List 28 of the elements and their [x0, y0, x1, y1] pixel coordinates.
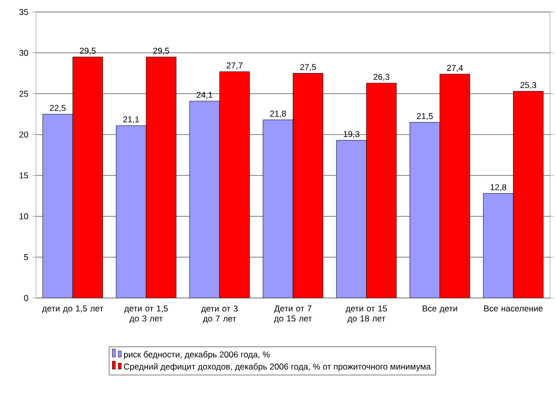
- y-tick-label: 0: [24, 295, 28, 302]
- data-label: 27,7: [226, 62, 242, 70]
- data-label: 22,5: [50, 104, 66, 112]
- data-label: 19,3: [344, 131, 360, 138]
- y-tick-label: 25: [19, 90, 28, 97]
- y-tick-label: 15: [20, 172, 28, 178]
- data-label: 12,8: [490, 184, 506, 192]
- data-label: 25,3: [520, 82, 536, 90]
- legend-label: Средний дефицит доходов, декабрь 2006 года, % от прожиточного минимума: [124, 363, 431, 372]
- y-tick-label: 20: [19, 132, 28, 138]
- data-label: 21,1: [123, 116, 139, 124]
- y-tick-label: 10: [20, 213, 28, 220]
- data-label: 26,3: [374, 74, 390, 81]
- x-tick-label: дети от 3 до 7 лет: [201, 306, 238, 324]
- x-tick-label: Все население: [484, 306, 543, 312]
- data-label: 21,5: [417, 113, 433, 120]
- data-label: 27,4: [447, 64, 463, 72]
- x-tick-label: дети от 1,5 до 3 лет: [124, 306, 168, 324]
- data-label: 21,8: [270, 110, 286, 118]
- y-tick-label: 30: [19, 50, 28, 56]
- data-label: 27,5: [300, 64, 316, 72]
- y-tick-label: 35: [19, 8, 28, 16]
- x-tick-label: дети до 1,5 лет: [42, 306, 104, 314]
- legend-label: риск бедности, декабрь 2006 года, %: [124, 351, 270, 360]
- y-tick-label: 5: [24, 254, 28, 260]
- x-tick-label: Все дети: [422, 306, 458, 314]
- x-tick-label: Дети от 7 до 15 лет: [274, 306, 312, 324]
- x-tick-label: дети от 15 до 18 лет: [346, 306, 387, 324]
